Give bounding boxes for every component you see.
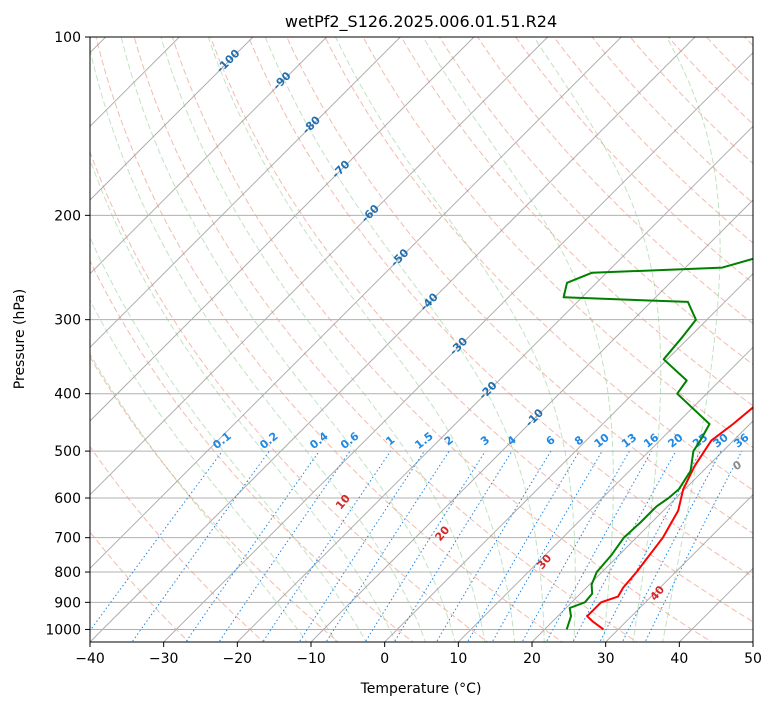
isotherm-line <box>90 37 254 201</box>
moist-adiabat-line <box>264 37 545 642</box>
mixing-ratio-line <box>599 450 701 642</box>
dry-adiabat-line <box>324 37 753 491</box>
x-tick-label: −20 <box>223 651 253 667</box>
dry-adiabat-line <box>209 37 753 623</box>
mixing-ratio-line <box>466 450 580 642</box>
dry-adiabat-line <box>248 37 753 578</box>
mixing-ratio-line <box>393 450 513 642</box>
x-tick-label: −10 <box>296 651 326 667</box>
mixing-ratio-line <box>325 450 450 642</box>
mixing-ratio-line <box>90 450 223 632</box>
y-tick-label: 300 <box>54 313 81 329</box>
profiles <box>562 257 753 631</box>
isotherm-line <box>604 493 753 642</box>
isotherm-line <box>90 37 402 349</box>
mixing-ratio-line <box>262 450 392 642</box>
isotherm-line <box>90 37 549 496</box>
mixing-ratio-line <box>298 450 425 642</box>
y-tick-label: 200 <box>54 208 81 224</box>
moist-adiabat-line <box>160 37 486 642</box>
y-tick-label: 700 <box>54 531 81 547</box>
isotherm-line <box>90 37 696 642</box>
mixing-ratio-line <box>364 450 486 642</box>
x-axis-label: Temperature (°C) <box>360 681 482 697</box>
y-tick-label: 800 <box>54 565 81 581</box>
isotherm-line <box>90 37 475 422</box>
x-tick-label: 30 <box>597 651 615 667</box>
y-tick-label: 500 <box>54 444 81 460</box>
isotherm-line <box>531 420 753 642</box>
moist-adiabat-line <box>90 353 308 642</box>
isotherm-line <box>90 37 328 275</box>
isotherm-line <box>162 51 753 642</box>
dry-adiabat-line <box>286 37 753 534</box>
moist-adiabat-line <box>207 37 516 642</box>
moist-adiabat-line <box>120 37 456 642</box>
x-tick-label: 20 <box>523 651 541 667</box>
moist-adiabat-line <box>335 37 576 642</box>
y-axis-label: Pressure (hPa) <box>12 289 28 389</box>
isotherm-line <box>236 125 753 642</box>
x-tick-label: 0 <box>380 651 389 667</box>
mixing-ratio-line <box>621 450 722 642</box>
moist-adiabat-line <box>422 37 614 642</box>
mixing-ratio-line <box>218 450 351 642</box>
axis-ticks: −40 −30 −20 −10 0 10 20 30 40 50 100 200 300 400 500 60… <box>45 30 762 667</box>
plot-frame <box>89 36 754 643</box>
moist-adiabat-line <box>662 37 721 642</box>
x-tick-label: 40 <box>670 651 688 667</box>
background-lines <box>90 37 753 642</box>
y-tick-label: 600 <box>54 491 81 507</box>
y-tick-label: 1000 <box>45 622 81 638</box>
mixing-ratio-line <box>131 450 270 642</box>
y-tick-label: 100 <box>54 30 81 46</box>
x-tick-label: −40 <box>75 651 105 667</box>
isotherm-line <box>90 37 623 570</box>
isotherm-line <box>457 346 753 642</box>
x-tick-label: 10 <box>449 651 467 667</box>
chart-title: wetPf2_S126.2025.006.01.51.R24 <box>285 12 557 32</box>
x-tick-label: 50 <box>744 651 762 667</box>
moist-adiabat-line <box>533 37 662 642</box>
y-tick-label: 400 <box>54 387 81 403</box>
y-tick-label: 900 <box>54 595 81 611</box>
mixing-ratio-line <box>185 450 320 642</box>
x-tick-label: −30 <box>149 651 179 667</box>
dry-adiabat-line <box>400 37 753 407</box>
dry-adiabat-line <box>438 37 753 366</box>
isotherm-line <box>383 272 753 642</box>
isotherm-line <box>310 199 753 642</box>
dry-adiabat-line <box>90 150 489 642</box>
mixing-ratio-line <box>572 450 677 642</box>
